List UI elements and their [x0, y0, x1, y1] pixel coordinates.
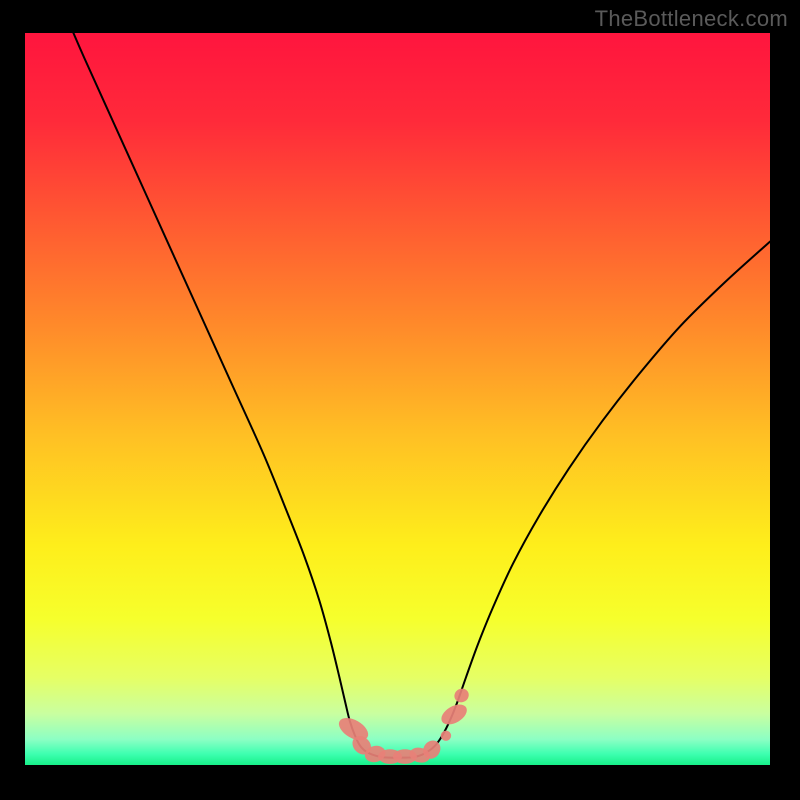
- watermark-text: TheBottleneck.com: [595, 6, 788, 32]
- chart-plot-background: [25, 33, 770, 765]
- chart-container: TheBottleneck.com: [0, 0, 800, 800]
- chart-svg: [0, 0, 800, 800]
- marker-blob: [441, 731, 451, 741]
